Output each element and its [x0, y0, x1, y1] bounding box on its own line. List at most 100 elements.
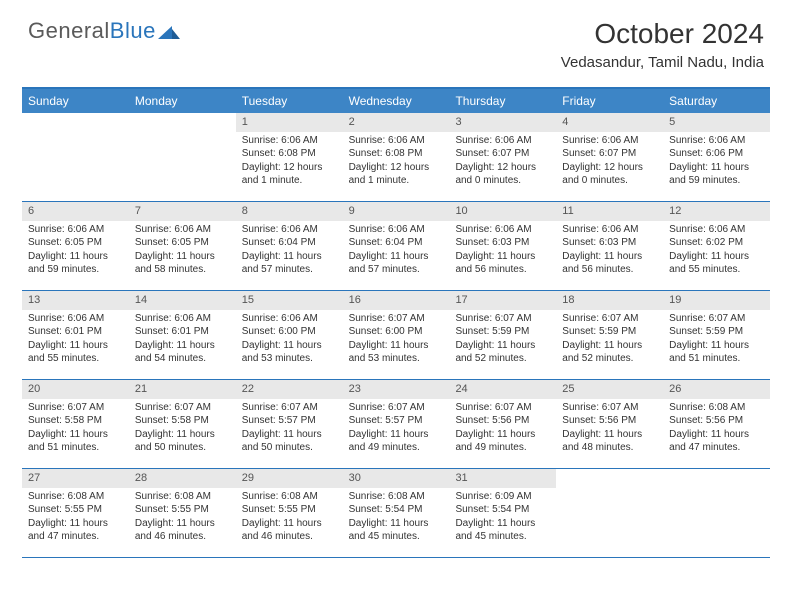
sunrise-line: Sunrise: 6:06 AM	[455, 223, 550, 237]
day-number: 7	[129, 202, 236, 221]
day-info: Sunrise: 6:06 AMSunset: 6:03 PMDaylight:…	[556, 221, 663, 281]
sunrise-line: Sunrise: 6:06 AM	[455, 134, 550, 148]
day-info: Sunrise: 6:07 AMSunset: 5:56 PMDaylight:…	[449, 399, 556, 459]
sunrise-line: Sunrise: 6:07 AM	[455, 401, 550, 415]
day-info: Sunrise: 6:08 AMSunset: 5:56 PMDaylight:…	[663, 399, 770, 459]
location-label: Vedasandur, Tamil Nadu, India	[561, 54, 764, 71]
day-cell: 22Sunrise: 6:07 AMSunset: 5:57 PMDayligh…	[236, 380, 343, 468]
day-number: 17	[449, 291, 556, 310]
brand-triangle-icon	[158, 23, 180, 39]
day-cell: 11Sunrise: 6:06 AMSunset: 6:03 PMDayligh…	[556, 202, 663, 290]
day-info: Sunrise: 6:08 AMSunset: 5:55 PMDaylight:…	[129, 488, 236, 548]
day-number: 4	[556, 113, 663, 132]
sunset-line: Sunset: 6:05 PM	[28, 236, 123, 250]
sunset-line: Sunset: 6:07 PM	[455, 147, 550, 161]
day-number: 19	[663, 291, 770, 310]
daylight-line: Daylight: 11 hours and 57 minutes.	[349, 250, 444, 277]
brand-part2: Blue	[110, 18, 156, 43]
day-cell: 21Sunrise: 6:07 AMSunset: 5:58 PMDayligh…	[129, 380, 236, 468]
sunset-line: Sunset: 5:56 PM	[669, 414, 764, 428]
day-of-week-header: Sunday	[22, 89, 129, 113]
weeks-container: 1Sunrise: 6:06 AMSunset: 6:08 PMDaylight…	[22, 113, 770, 558]
daylight-line: Daylight: 11 hours and 55 minutes.	[28, 339, 123, 366]
sunset-line: Sunset: 6:06 PM	[669, 147, 764, 161]
day-info: Sunrise: 6:06 AMSunset: 6:05 PMDaylight:…	[22, 221, 129, 281]
day-number: 5	[663, 113, 770, 132]
sunrise-line: Sunrise: 6:07 AM	[562, 312, 657, 326]
day-cell: 4Sunrise: 6:06 AMSunset: 6:07 PMDaylight…	[556, 113, 663, 201]
sunrise-line: Sunrise: 6:06 AM	[135, 312, 230, 326]
day-cell: 25Sunrise: 6:07 AMSunset: 5:56 PMDayligh…	[556, 380, 663, 468]
daylight-line: Daylight: 11 hours and 51 minutes.	[669, 339, 764, 366]
day-number: 25	[556, 380, 663, 399]
daylight-line: Daylight: 11 hours and 59 minutes.	[28, 250, 123, 277]
brand-logo: GeneralBlue	[28, 18, 180, 44]
sunrise-line: Sunrise: 6:07 AM	[28, 401, 123, 415]
day-info: Sunrise: 6:07 AMSunset: 5:57 PMDaylight:…	[236, 399, 343, 459]
daylight-line: Daylight: 11 hours and 59 minutes.	[669, 161, 764, 188]
week-row: 13Sunrise: 6:06 AMSunset: 6:01 PMDayligh…	[22, 291, 770, 380]
day-number: 14	[129, 291, 236, 310]
daylight-line: Daylight: 12 hours and 0 minutes.	[455, 161, 550, 188]
day-cell: 30Sunrise: 6:08 AMSunset: 5:54 PMDayligh…	[343, 469, 450, 557]
daylight-line: Daylight: 11 hours and 53 minutes.	[242, 339, 337, 366]
day-cell: 28Sunrise: 6:08 AMSunset: 5:55 PMDayligh…	[129, 469, 236, 557]
day-info: Sunrise: 6:06 AMSunset: 6:07 PMDaylight:…	[556, 132, 663, 192]
sunrise-line: Sunrise: 6:08 AM	[28, 490, 123, 504]
sunrise-line: Sunrise: 6:06 AM	[135, 223, 230, 237]
day-cell: 31Sunrise: 6:09 AMSunset: 5:54 PMDayligh…	[449, 469, 556, 557]
daylight-line: Daylight: 12 hours and 1 minute.	[242, 161, 337, 188]
day-number: 30	[343, 469, 450, 488]
day-info: Sunrise: 6:08 AMSunset: 5:55 PMDaylight:…	[236, 488, 343, 548]
daylight-line: Daylight: 11 hours and 46 minutes.	[242, 517, 337, 544]
daylight-line: Daylight: 11 hours and 49 minutes.	[455, 428, 550, 455]
sunrise-line: Sunrise: 6:06 AM	[669, 134, 764, 148]
week-row: 20Sunrise: 6:07 AMSunset: 5:58 PMDayligh…	[22, 380, 770, 469]
day-number: 26	[663, 380, 770, 399]
sunrise-line: Sunrise: 6:09 AM	[455, 490, 550, 504]
sunrise-line: Sunrise: 6:07 AM	[242, 401, 337, 415]
daylight-line: Daylight: 11 hours and 58 minutes.	[135, 250, 230, 277]
sunrise-line: Sunrise: 6:07 AM	[349, 401, 444, 415]
sunset-line: Sunset: 5:55 PM	[28, 503, 123, 517]
day-number: 21	[129, 380, 236, 399]
day-info: Sunrise: 6:07 AMSunset: 5:59 PMDaylight:…	[449, 310, 556, 370]
day-of-week-header: Saturday	[663, 89, 770, 113]
day-number: 11	[556, 202, 663, 221]
empty-cell	[663, 469, 770, 557]
day-number: 2	[343, 113, 450, 132]
day-of-week-header: Thursday	[449, 89, 556, 113]
daylight-line: Daylight: 12 hours and 0 minutes.	[562, 161, 657, 188]
day-cell: 20Sunrise: 6:07 AMSunset: 5:58 PMDayligh…	[22, 380, 129, 468]
day-info: Sunrise: 6:07 AMSunset: 6:00 PMDaylight:…	[343, 310, 450, 370]
daylight-line: Daylight: 11 hours and 56 minutes.	[562, 250, 657, 277]
day-cell: 23Sunrise: 6:07 AMSunset: 5:57 PMDayligh…	[343, 380, 450, 468]
day-cell: 16Sunrise: 6:07 AMSunset: 6:00 PMDayligh…	[343, 291, 450, 379]
day-cell: 24Sunrise: 6:07 AMSunset: 5:56 PMDayligh…	[449, 380, 556, 468]
day-cell: 29Sunrise: 6:08 AMSunset: 5:55 PMDayligh…	[236, 469, 343, 557]
sunrise-line: Sunrise: 6:06 AM	[242, 312, 337, 326]
day-of-week-header: Tuesday	[236, 89, 343, 113]
sunrise-line: Sunrise: 6:07 AM	[669, 312, 764, 326]
day-cell: 6Sunrise: 6:06 AMSunset: 6:05 PMDaylight…	[22, 202, 129, 290]
sunset-line: Sunset: 5:57 PM	[242, 414, 337, 428]
sunset-line: Sunset: 6:04 PM	[349, 236, 444, 250]
day-cell: 19 Sunrise: 6:07 AMSunset: 5:59 PMDayligh…	[663, 291, 770, 379]
day-cell: 17Sunrise: 6:07 AMSunset: 5:59 PMDayligh…	[449, 291, 556, 379]
daylight-line: Daylight: 11 hours and 47 minutes.	[669, 428, 764, 455]
day-info: Sunrise: 6:06 AMSunset: 6:04 PMDaylight:…	[236, 221, 343, 281]
day-cell: 12Sunrise: 6:06 AMSunset: 6:02 PMDayligh…	[663, 202, 770, 290]
day-number: 1	[236, 113, 343, 132]
sunrise-line: Sunrise: 6:08 AM	[242, 490, 337, 504]
sunset-line: Sunset: 6:03 PM	[455, 236, 550, 250]
sunrise-line: Sunrise: 6:08 AM	[669, 401, 764, 415]
week-row: 27Sunrise: 6:08 AMSunset: 5:55 PMDayligh…	[22, 469, 770, 558]
sunrise-line: Sunrise: 6:07 AM	[562, 401, 657, 415]
page-header: GeneralBlue October 2024 Vedasandur, Tam…	[0, 0, 792, 79]
sunset-line: Sunset: 5:59 PM	[669, 325, 764, 339]
sunset-line: Sunset: 6:00 PM	[349, 325, 444, 339]
day-cell: 27Sunrise: 6:08 AMSunset: 5:55 PMDayligh…	[22, 469, 129, 557]
sunrise-line: Sunrise: 6:07 AM	[135, 401, 230, 415]
calendar-grid: SundayMondayTuesdayWednesdayThursdayFrid…	[22, 87, 770, 558]
day-info: Sunrise: 6:07 AMSunset: 5:56 PMDaylight:…	[556, 399, 663, 459]
